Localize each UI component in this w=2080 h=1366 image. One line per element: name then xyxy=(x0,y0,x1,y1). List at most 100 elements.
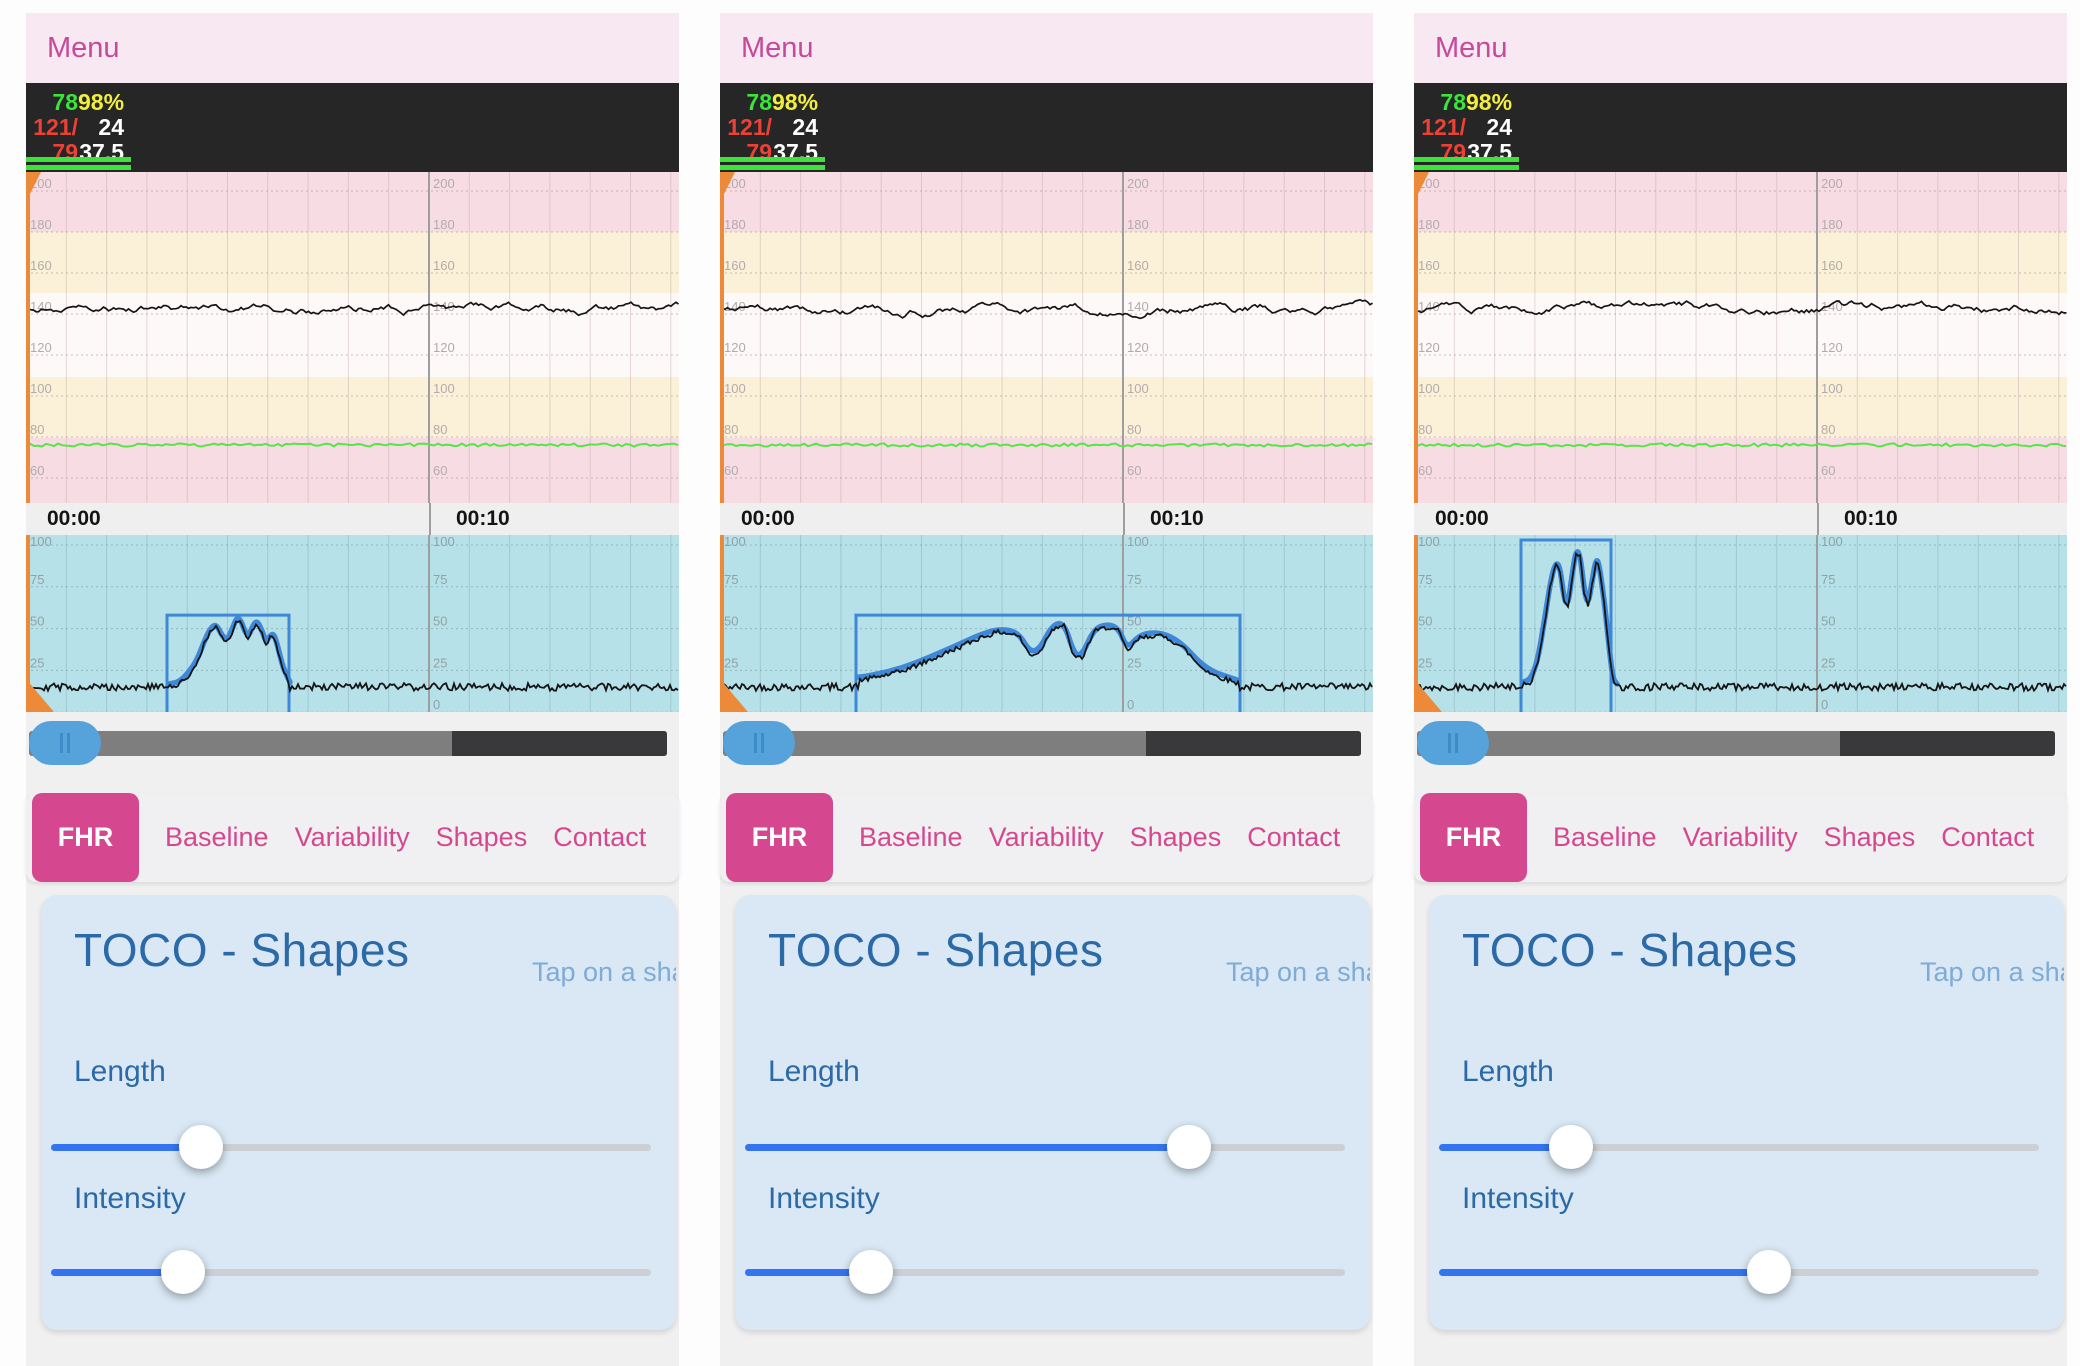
fhr-axis-label: 200 xyxy=(1821,176,1843,191)
toco-axis-label: 75 xyxy=(1418,572,1432,587)
record-start-border xyxy=(26,535,30,712)
scrollbar-track[interactable] xyxy=(1417,731,2055,756)
fhr-band xyxy=(1414,377,2067,438)
toco-axis-label: 25 xyxy=(433,655,447,670)
fhr-axis-label: 140 xyxy=(1418,299,1440,314)
slider-track[interactable] xyxy=(51,1269,651,1276)
toco-axis-label: 100 xyxy=(1821,535,1843,549)
fhr-band xyxy=(26,438,679,503)
shape-selection-box[interactable] xyxy=(165,613,291,712)
vitals-values: 78 98% 121/ 24 79 37.5 xyxy=(26,90,124,165)
record-start-marker-icon xyxy=(720,172,735,202)
menu-bar: Menu xyxy=(1414,13,2067,83)
tab-contact[interactable]: Contact xyxy=(1941,822,2035,852)
green-signal-bar xyxy=(26,157,131,162)
contraction-shape-outline[interactable] xyxy=(855,620,1242,684)
fhr-chart[interactable]: 200 200 180 180 160 160 140 140 120 120 100 100 80 80… xyxy=(25,172,679,503)
toco-chart[interactable]: 10010075755050252500 xyxy=(25,534,679,713)
slider-thumb[interactable] xyxy=(161,1250,205,1294)
tab-baseline[interactable]: Baseline xyxy=(859,822,963,852)
toco-plot: 10010075755050252500 xyxy=(25,534,679,713)
toco-axis-label: 100 xyxy=(433,535,455,549)
tab-variability[interactable]: Variability xyxy=(988,822,1104,852)
length-slider[interactable] xyxy=(51,1125,651,1169)
spo2-value: 98% xyxy=(1466,89,1513,115)
scrollbar-buffered-region xyxy=(1840,731,2055,756)
slider-thumb[interactable] xyxy=(848,1250,893,1294)
ten-minute-gridline xyxy=(1123,503,1125,535)
timeline-scrollbar xyxy=(720,712,1373,793)
fhr-axis-label: 80 xyxy=(433,422,447,437)
slider-thumb[interactable] xyxy=(1747,1250,1791,1294)
toco-chart[interactable]: 10010075755050252500 xyxy=(719,534,1373,713)
tab-shapes[interactable]: Shapes xyxy=(435,822,528,852)
tab-fhr-active[interactable]: FHR xyxy=(726,793,833,882)
intensity-slider[interactable] xyxy=(745,1250,1345,1294)
tab-variability[interactable]: Variability xyxy=(1682,822,1798,852)
timeline-scrollbar xyxy=(26,712,679,793)
toco-plot: 10010075755050252500 xyxy=(719,534,1373,713)
tab-baseline[interactable]: Baseline xyxy=(1553,822,1657,852)
fhr-axis-label: 120 xyxy=(1821,340,1843,355)
intensity-label: Intensity xyxy=(1462,1182,1574,1215)
time-label-start: 00:00 xyxy=(741,507,795,530)
menu-button[interactable]: Menu xyxy=(1435,31,1508,64)
slider-thumb[interactable] xyxy=(1549,1125,1593,1169)
toco-chart[interactable]: 10010075755050252500 xyxy=(1413,534,2067,713)
toco-axis-label: 50 xyxy=(30,614,44,629)
fhr-axis-label: 100 xyxy=(1127,381,1149,396)
tab-contact[interactable]: Contact xyxy=(1247,822,1341,852)
toco-axis-label: 50 xyxy=(1418,614,1432,629)
vitals-bar: 78 98% 121/ 24 79 37.5 xyxy=(1414,83,2067,172)
record-start-marker-icon xyxy=(720,679,748,712)
record-start-border xyxy=(720,535,724,712)
thumb-grip-icon xyxy=(1455,733,1458,753)
tab-shapes[interactable]: Shapes xyxy=(1823,822,1916,852)
slider-thumb[interactable] xyxy=(1167,1125,1211,1169)
record-start-border xyxy=(720,172,724,503)
fhr-axis-label: 80 xyxy=(30,422,44,437)
slider-fill xyxy=(1439,1144,1571,1151)
intensity-slider[interactable] xyxy=(51,1250,651,1294)
tab-contact[interactable]: Contact xyxy=(553,822,647,852)
toco-trace xyxy=(719,622,1373,693)
scrollbar-thumb[interactable] xyxy=(29,721,101,765)
card-title: TOCO - Shapes xyxy=(74,924,410,976)
tab-variability[interactable]: Variability xyxy=(294,822,410,852)
tab-fhr-active[interactable]: FHR xyxy=(1420,793,1527,882)
record-start-marker-icon xyxy=(26,679,54,712)
fhr-chart[interactable]: 200 200 180 180 160 160 140 140 120 120 100 100 80 80… xyxy=(719,172,1373,503)
toco-trace xyxy=(25,619,679,694)
fhr-band xyxy=(720,293,1373,377)
card-hint-text: Tap on a sha xyxy=(1226,957,1370,987)
slider-track[interactable] xyxy=(745,1269,1345,1276)
fhr-band xyxy=(26,377,679,438)
length-slider[interactable] xyxy=(1439,1125,2039,1169)
slider-fill xyxy=(51,1269,183,1276)
toco-plot: 10010075755050252500 xyxy=(1413,534,2067,713)
toco-shapes-card: TOCO - Shapes Tap on a sha Length Intens… xyxy=(41,895,676,1330)
slider-thumb[interactable] xyxy=(179,1125,223,1169)
scrollbar-track[interactable] xyxy=(29,731,667,756)
scrollbar-track[interactable] xyxy=(723,731,1361,756)
slider-track[interactable] xyxy=(1439,1144,2039,1151)
intensity-slider[interactable] xyxy=(1439,1250,2039,1294)
length-slider[interactable] xyxy=(745,1125,1345,1169)
scrollbar-thumb[interactable] xyxy=(723,721,795,765)
shape-selection-box[interactable] xyxy=(854,613,1242,712)
fhr-axis-label: 160 xyxy=(30,258,52,273)
fhr-axis-label: 60 xyxy=(1127,463,1141,478)
slider-track[interactable] xyxy=(51,1144,651,1151)
scrollbar-thumb[interactable] xyxy=(1417,721,1489,765)
fhr-axis-label: 160 xyxy=(1418,258,1440,273)
tab-shapes[interactable]: Shapes xyxy=(1129,822,1222,852)
fhr-chart[interactable]: 200 200 180 180 160 160 140 140 120 120 100 100 80 80… xyxy=(1413,172,2067,503)
ctg-panel-2: Menu 78 98% 121/ 24 79 37.5 200 200 180 180… xyxy=(719,13,1373,1366)
tab-baseline[interactable]: Baseline xyxy=(165,822,269,852)
tab-fhr-active[interactable]: FHR xyxy=(32,793,139,882)
toco-axis-label: 75 xyxy=(1127,572,1141,587)
menu-button[interactable]: Menu xyxy=(741,31,814,64)
menu-button[interactable]: Menu xyxy=(47,31,120,64)
shape-selection-box[interactable] xyxy=(1519,538,1613,712)
